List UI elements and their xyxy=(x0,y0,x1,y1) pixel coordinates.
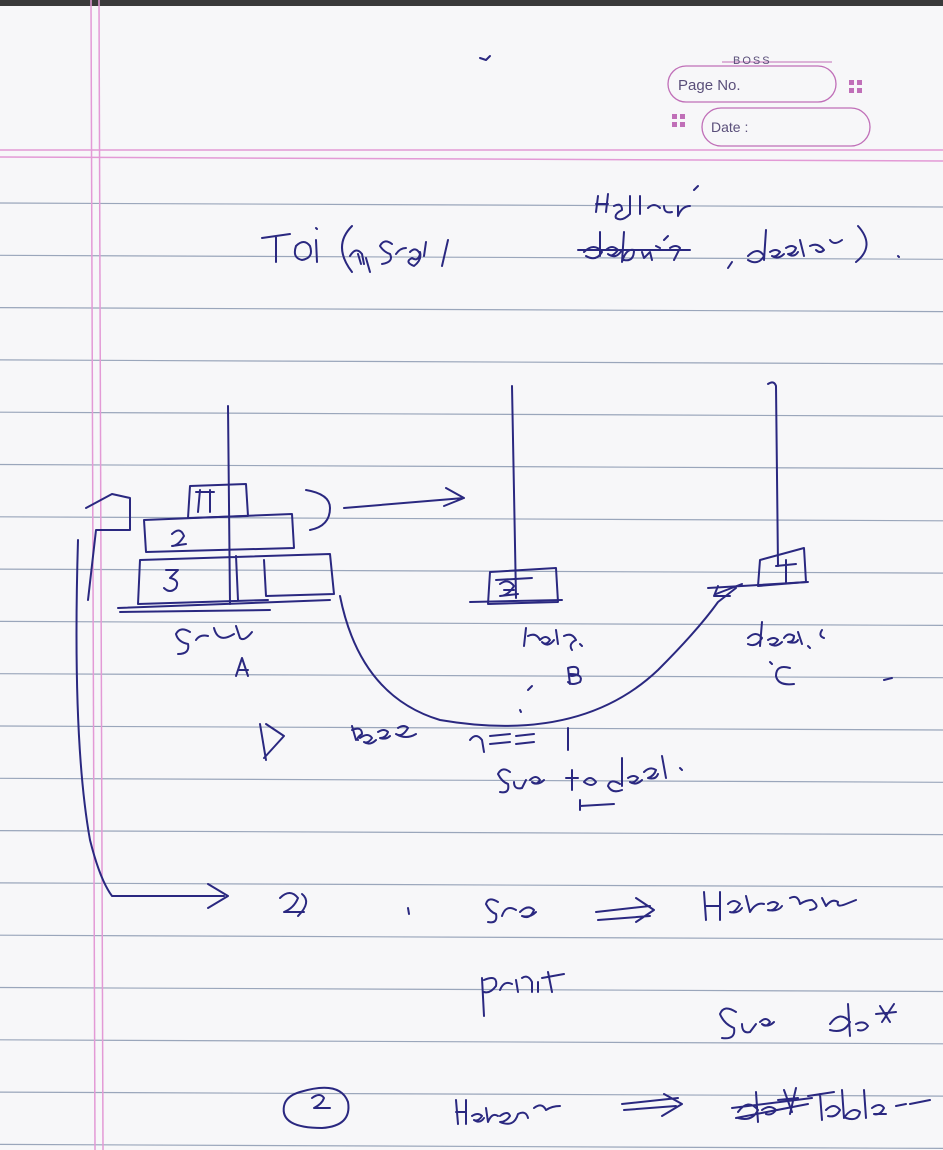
ruled-line xyxy=(0,882,943,888)
peg-b-base xyxy=(469,599,563,603)
title-toh xyxy=(261,227,318,263)
ruled-line xyxy=(0,673,943,679)
peg-c-rod xyxy=(767,381,779,567)
ruled-line xyxy=(0,254,943,260)
page-no-label: Page No. xyxy=(678,77,741,94)
peg-a-base xyxy=(117,599,331,613)
title-helper-above xyxy=(595,185,699,221)
ruled-line xyxy=(0,202,943,208)
step2-src xyxy=(485,898,537,924)
ruled-line xyxy=(0,516,943,522)
disk-2-a xyxy=(143,513,295,553)
ruled-line xyxy=(0,1039,943,1045)
title-n xyxy=(349,249,371,273)
title-dest xyxy=(747,229,843,264)
label-c xyxy=(769,661,893,686)
ruled-line xyxy=(0,411,943,417)
step1-underline xyxy=(579,799,615,811)
ruled-line xyxy=(0,986,943,993)
title-close-paren xyxy=(855,225,900,263)
ruled-line xyxy=(0,829,943,836)
arrow-a-to-b xyxy=(305,487,465,531)
disk-b xyxy=(487,567,559,605)
step1-number xyxy=(259,723,285,761)
ruled-line xyxy=(0,463,943,470)
step3-arrow xyxy=(621,1093,683,1117)
step3-number xyxy=(311,1094,331,1109)
print-dest xyxy=(829,1003,897,1037)
peg-b-rod xyxy=(511,385,517,599)
step1-base xyxy=(351,725,417,745)
label-a xyxy=(235,657,249,677)
ruled-line xyxy=(0,725,943,731)
ruled-line xyxy=(0,1143,943,1150)
stray-mark-top xyxy=(479,55,491,61)
title-comma xyxy=(727,261,733,269)
ruled-line xyxy=(0,620,943,627)
ruled-line xyxy=(0,359,943,365)
disk-c xyxy=(757,547,807,587)
step2-dot xyxy=(407,907,410,915)
label-src xyxy=(175,625,253,655)
print-word xyxy=(481,971,565,1017)
ruled-line xyxy=(0,934,943,940)
step1-n-eq-1 xyxy=(469,727,569,753)
disk-1-a xyxy=(187,483,249,519)
peg-a-rod xyxy=(227,405,231,605)
step2-helper xyxy=(703,891,857,921)
step3-circle xyxy=(282,1086,350,1129)
ruled-line xyxy=(0,777,943,783)
ruled-line xyxy=(0,307,943,313)
step1-src-to-dest xyxy=(497,755,683,794)
step2-arrow xyxy=(595,897,655,923)
margin-connector xyxy=(75,493,229,909)
curve-a-to-c xyxy=(339,583,743,727)
label-helper xyxy=(523,627,583,651)
title-src xyxy=(379,239,449,267)
brand-label: BOSS xyxy=(733,55,772,67)
step3-helper xyxy=(455,1099,561,1125)
step3-dest-crossed xyxy=(731,1087,813,1123)
stray-mark-b xyxy=(519,709,522,713)
step2-number xyxy=(279,892,308,917)
date-label: Date : xyxy=(711,119,749,135)
label-b xyxy=(527,665,582,691)
label-dest xyxy=(747,621,825,649)
title-open-paren xyxy=(341,225,353,273)
disk-3-a xyxy=(137,553,335,605)
print-src xyxy=(719,1007,775,1040)
title-helper-crossed xyxy=(577,231,691,263)
step3-table xyxy=(807,1089,931,1121)
